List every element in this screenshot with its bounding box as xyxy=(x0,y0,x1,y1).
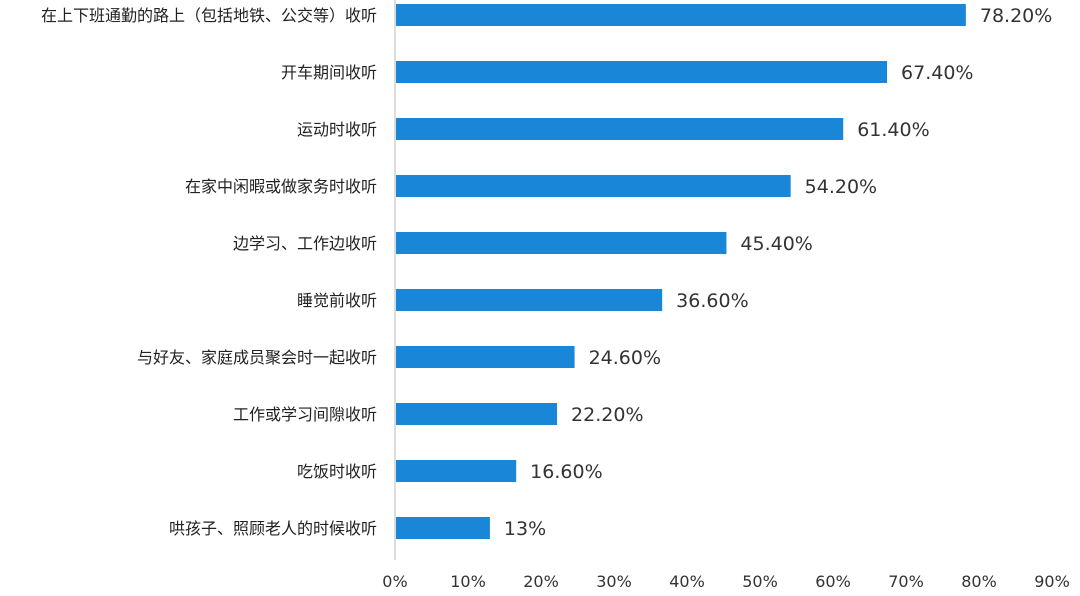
bar xyxy=(396,403,558,425)
data-label: 54.20% xyxy=(805,176,877,198)
bars-group xyxy=(396,4,966,539)
bar xyxy=(396,346,575,368)
data-label: 16.60% xyxy=(530,461,602,483)
x-tick-label: 80% xyxy=(961,572,997,591)
x-tick-label: 30% xyxy=(596,572,632,591)
x-tick-label: 10% xyxy=(450,572,486,591)
bar xyxy=(396,460,517,482)
x-tick-labels: 0% 10% 20% 30% 40% 50% 60% 70% 80% 90% xyxy=(382,572,1069,591)
data-label: 22.20% xyxy=(571,404,643,426)
category-label: 吃饭时收听 xyxy=(297,462,377,481)
data-label: 61.40% xyxy=(857,119,929,141)
x-tick-label: 60% xyxy=(815,572,851,591)
bar xyxy=(396,118,844,140)
category-label: 哄孩子、照顾老人的时候收听 xyxy=(169,519,377,538)
data-label: 13% xyxy=(504,518,546,540)
bar xyxy=(396,4,966,26)
value-labels: 78.20% 67.40% 61.40% 54.20% 45.40% 36.60% 24.6… xyxy=(504,5,1052,540)
data-label: 36.60% xyxy=(676,290,748,312)
bar xyxy=(396,232,727,254)
category-label: 边学习、工作边收听 xyxy=(233,234,377,253)
category-label: 与好友、家庭成员聚会时一起收听 xyxy=(137,348,377,367)
data-label: 24.60% xyxy=(589,347,661,369)
bar xyxy=(396,517,490,539)
category-label: 在家中闲暇或做家务时收听 xyxy=(185,177,377,196)
bar xyxy=(396,61,888,83)
x-tick-label: 40% xyxy=(669,572,705,591)
x-tick-label: 0% xyxy=(382,572,407,591)
category-label: 在上下班通勤的路上（包括地铁、公交等）收听 xyxy=(41,6,377,25)
category-label: 工作或学习间隙收听 xyxy=(233,405,377,424)
data-label: 45.40% xyxy=(740,233,812,255)
category-label: 运动时收听 xyxy=(297,120,377,139)
category-label: 睡觉前收听 xyxy=(297,291,377,310)
x-tick-label: 50% xyxy=(742,572,778,591)
bar xyxy=(396,175,791,197)
bar xyxy=(396,289,663,311)
category-labels: 在上下班通勤的路上（包括地铁、公交等）收听开车期间收听运动时收听在家中闲暇或做家… xyxy=(41,6,377,538)
x-tick-label: 90% xyxy=(1034,572,1070,591)
data-label: 78.20% xyxy=(980,5,1052,27)
category-label: 开车期间收听 xyxy=(281,63,377,82)
x-tick-label: 20% xyxy=(523,572,559,591)
x-tick-label: 70% xyxy=(888,572,924,591)
data-label: 67.40% xyxy=(901,62,973,84)
